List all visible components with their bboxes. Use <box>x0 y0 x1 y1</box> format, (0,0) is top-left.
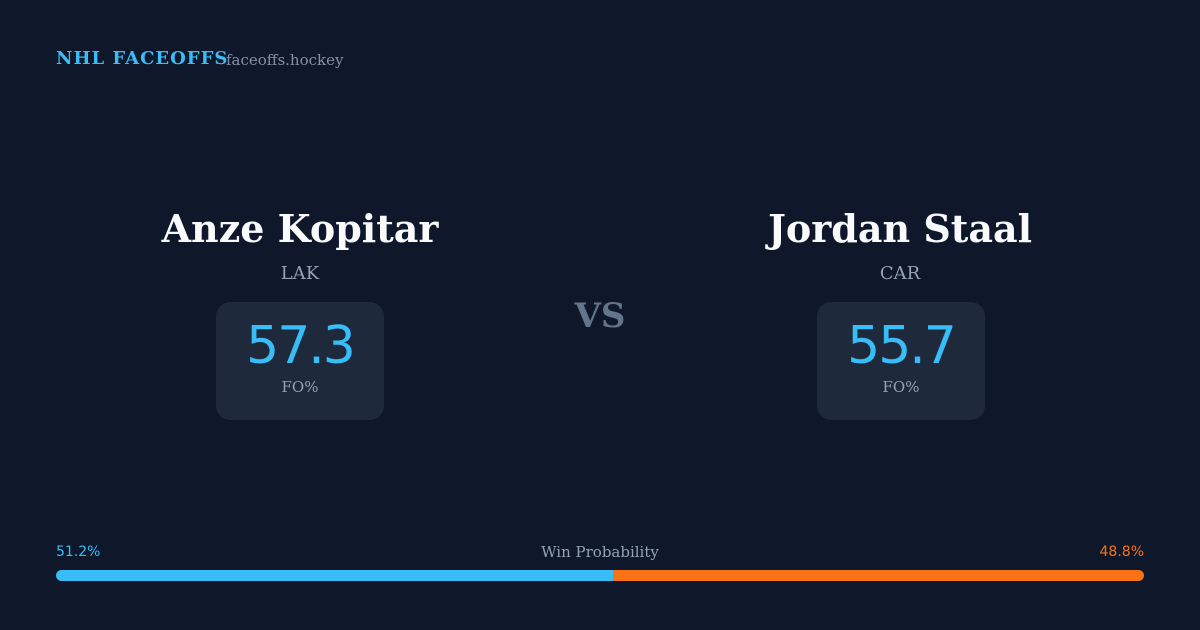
fo-value: 57.3 <box>246 316 356 376</box>
fo-label: FO% <box>882 378 920 396</box>
stat-box: 57.3 FO% <box>216 302 384 420</box>
win-prob-left: 51.2% <box>56 544 101 560</box>
site-name: faceoffs.hockey <box>226 51 344 69</box>
fo-label: FO% <box>281 378 319 396</box>
win-prob-bar <box>56 570 1144 581</box>
player-name: Jordan Staal <box>767 206 1033 251</box>
brand-title: NHL FACEOFFS <box>56 48 229 69</box>
versus: VS <box>574 296 626 336</box>
win-prob-right: 48.8% <box>1099 544 1144 560</box>
fo-value: 55.7 <box>847 316 957 376</box>
team-code: LAK <box>280 263 320 284</box>
player-name: Anze Kopitar <box>161 206 439 251</box>
team-code: CAR <box>879 263 921 284</box>
win-prob-label: Win Probability <box>541 543 659 561</box>
win-prob-segment <box>56 570 614 581</box>
stat-box: 55.7 FO% <box>817 302 985 420</box>
win-prob-segment <box>613 570 1144 581</box>
